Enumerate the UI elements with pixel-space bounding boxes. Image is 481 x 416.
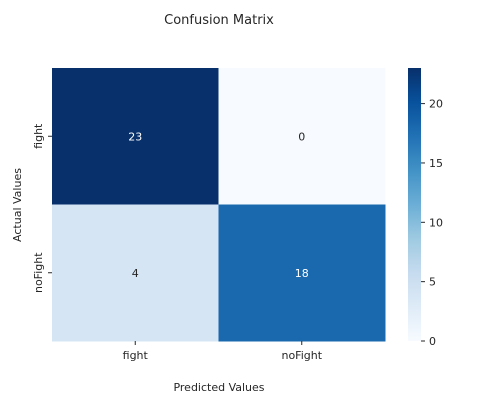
x-tick-label-1: noFight <box>281 349 322 362</box>
cell-value-0-1: 0 <box>298 130 305 143</box>
cell-value-0-0: 23 <box>128 130 142 143</box>
y-tick-label-1: noFight <box>32 252 45 293</box>
colorbar-ticks: 0 5 10 15 20 <box>421 98 443 348</box>
heatmap-cell-1-1 <box>218 204 386 342</box>
colorbar-tick-label-1: 5 <box>429 276 436 289</box>
cell-value-1-0: 4 <box>132 267 139 280</box>
y-tick-label-0: fight <box>32 123 45 149</box>
heatmap-cell-labels: 23 0 4 18 <box>128 130 309 280</box>
chart-title: Confusion Matrix <box>164 13 274 28</box>
colorbar-tick-label-3: 15 <box>429 157 443 170</box>
y-axis-ticks: fight noFight <box>32 123 52 293</box>
x-tick-label-0: fight <box>123 349 149 362</box>
cell-value-1-1: 18 <box>295 267 309 280</box>
heatmap-cell-0-1 <box>218 68 386 205</box>
colorbar-tick-label-4: 20 <box>429 98 443 111</box>
heatmap-cell-0-0 <box>52 68 219 205</box>
y-axis-label: Actual Values <box>11 168 24 242</box>
heatmap-cells <box>52 68 386 342</box>
colorbar-tick-label-0: 0 <box>429 335 436 348</box>
heatmap-cell-1-0 <box>52 204 219 342</box>
colorbar: 0 5 10 15 20 <box>408 68 443 348</box>
colorbar-tick-label-2: 10 <box>429 216 443 229</box>
colorbar-gradient <box>408 68 421 341</box>
x-axis-label: Predicted Values <box>173 381 264 394</box>
x-axis-ticks: fight noFight <box>123 341 323 362</box>
